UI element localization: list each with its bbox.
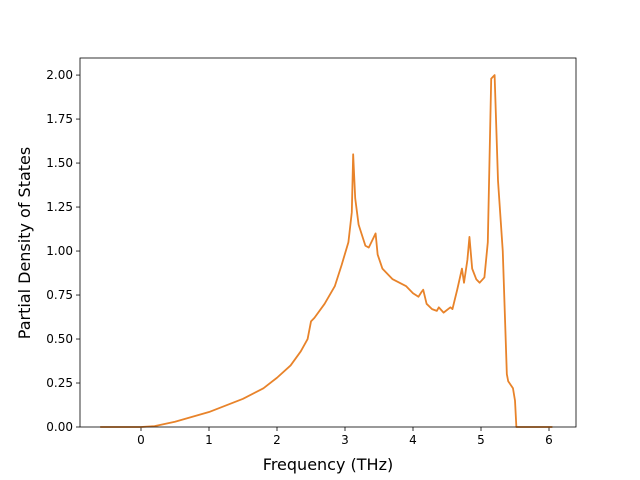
y-tick-label: 1.00 — [46, 244, 73, 258]
y-tick-label: 0.75 — [46, 288, 73, 302]
y-tick-label: 1.25 — [46, 200, 73, 214]
x-tick-label: 3 — [341, 433, 349, 447]
y-tick-label: 2.00 — [46, 68, 73, 82]
plot-frame — [79, 57, 577, 428]
x-tick-label: 1 — [205, 433, 213, 447]
x-tick-label: 2 — [273, 433, 281, 447]
y-tick-label: 0.00 — [46, 420, 73, 434]
y-tick-label: 0.25 — [46, 376, 73, 390]
x-axis-title: Frequency (THz) — [263, 455, 393, 474]
x-tick-label: 0 — [137, 433, 145, 447]
x-tick-label: 5 — [477, 433, 485, 447]
y-tick-label: 0.50 — [46, 332, 73, 346]
series-line — [100, 74, 553, 428]
y-axis-title: Partial Density of States — [15, 147, 34, 339]
y-tick-label: 1.75 — [46, 112, 73, 126]
x-tick-label: 4 — [409, 433, 417, 447]
y-tick-label: 1.50 — [46, 156, 73, 170]
x-tick-label: 6 — [545, 433, 553, 447]
